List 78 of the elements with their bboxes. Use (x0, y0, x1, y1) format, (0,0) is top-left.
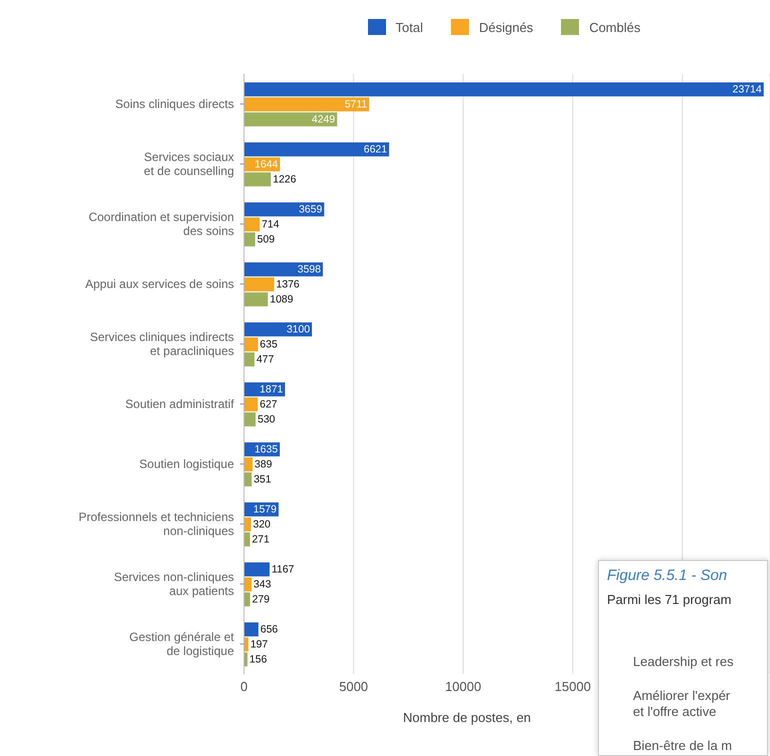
data-label: 156 (249, 653, 268, 666)
data-label: 1167 (272, 563, 294, 576)
data-label: 477 (256, 353, 274, 366)
bar (244, 262, 323, 276)
data-label: 1089 (270, 293, 294, 306)
data-label: 530 (258, 413, 276, 426)
data-label: 714 (262, 218, 280, 230)
y-tick-label: Services non-cliniques aux patients (114, 570, 234, 598)
y-tick-label: Soutien administratif (125, 397, 235, 411)
bar (244, 532, 250, 546)
bar (244, 202, 324, 216)
data-label: 6621 (364, 143, 388, 156)
bar (244, 562, 270, 576)
bar (244, 472, 252, 486)
y-tick-label: Coordination et supervision des soins (88, 210, 234, 238)
annotation: Leadership et res (632, 654, 734, 670)
data-label: 389 (254, 458, 272, 470)
bar (244, 577, 252, 592)
data-label: 1376 (276, 278, 300, 290)
legend-label: Comblés (588, 19, 640, 35)
y-tick-label: Gestion générale et de logistique (129, 630, 235, 658)
bar (244, 622, 258, 636)
data-label: 279 (252, 593, 270, 606)
data-label: 4249 (312, 113, 336, 126)
annotation: Parmi les 71 program (606, 591, 732, 609)
data-label: 1226 (272, 173, 296, 186)
y-tick-label: Services cliniques indirects et paracliniques (90, 330, 234, 358)
bar (244, 322, 312, 336)
data-label: 197 (250, 638, 268, 650)
data-label: 271 (252, 533, 270, 546)
data-label: 351 (254, 473, 272, 486)
bar (244, 412, 256, 426)
data-label: 635 (260, 338, 278, 350)
data-label: 320 (253, 518, 271, 530)
bar (244, 457, 253, 472)
data-label: 3598 (297, 263, 322, 276)
x-axis-title: Nombre de postes, en (403, 710, 531, 725)
data-label: 1635 (254, 443, 278, 456)
bar (244, 82, 764, 96)
bar (244, 217, 260, 232)
data-label: 23714 (732, 83, 762, 96)
y-tick-label: Services sociaux et de counselling (144, 150, 234, 178)
bar (244, 232, 256, 246)
bar (244, 637, 248, 652)
bar (244, 97, 370, 112)
data-label: 5711 (344, 98, 368, 110)
data-label: 1644 (254, 158, 278, 170)
data-label: 1871 (260, 383, 284, 396)
text: Bien-être de la m (632, 738, 733, 754)
text: Figure 5.5.1 - Son (606, 566, 728, 586)
x-tick-label: 15000 (554, 679, 591, 694)
legend-label: Total (394, 19, 423, 35)
bar (244, 277, 274, 292)
data-label: 3100 (286, 323, 310, 336)
y-tick-label: Appui aux services de soins (85, 277, 234, 291)
bar (244, 112, 338, 126)
bar (244, 397, 258, 412)
data-label: 627 (260, 398, 278, 410)
data-label: 656 (260, 623, 278, 636)
bar (244, 517, 252, 532)
text: Améliorer l'expér et l'offre active (632, 688, 732, 720)
data-label: 509 (257, 233, 275, 246)
bar (244, 292, 268, 306)
bar (244, 172, 271, 186)
data-label: 3659 (298, 203, 322, 216)
bar (244, 592, 250, 606)
y-tick-label: Professionnels et techniciens non-cliniques (78, 510, 234, 538)
data-label: 1579 (253, 503, 277, 516)
bar (244, 142, 390, 156)
data-label: 343 (254, 578, 272, 590)
x-tick-label: 10000 (445, 679, 482, 694)
y-tick-label: Soutien logistique (139, 457, 234, 471)
legend-label: Désignés (478, 19, 534, 35)
bar (244, 352, 254, 366)
bar (244, 337, 258, 352)
y-tick-label: Soins cliniques directs (115, 97, 234, 111)
x-tick-label: 5000 (339, 679, 368, 694)
x-tick-label: 0 (240, 679, 248, 694)
